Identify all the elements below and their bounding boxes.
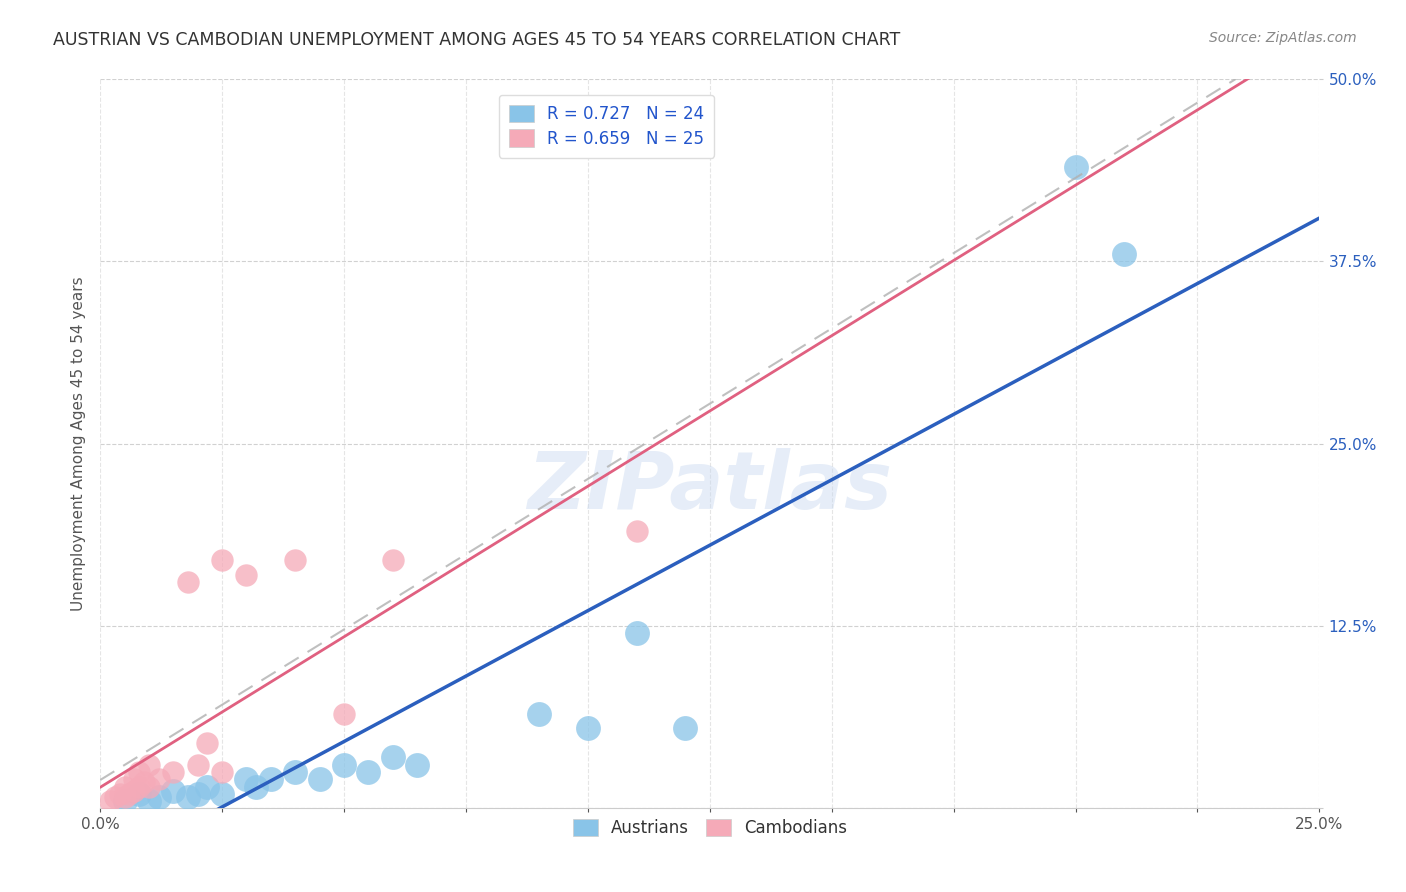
Point <box>138 794 160 808</box>
Point <box>406 757 429 772</box>
Point <box>673 721 696 735</box>
Point <box>333 706 356 721</box>
Point <box>211 787 233 801</box>
Point <box>235 772 257 787</box>
Point <box>138 780 160 794</box>
Point <box>308 772 330 787</box>
Point <box>114 780 136 794</box>
Point <box>197 736 219 750</box>
Point <box>211 764 233 779</box>
Point <box>108 787 131 801</box>
Text: AUSTRIAN VS CAMBODIAN UNEMPLOYMENT AMONG AGES 45 TO 54 YEARS CORRELATION CHART: AUSTRIAN VS CAMBODIAN UNEMPLOYMENT AMONG… <box>53 31 901 49</box>
Point <box>162 784 184 798</box>
Y-axis label: Unemployment Among Ages 45 to 54 years: Unemployment Among Ages 45 to 54 years <box>72 277 86 611</box>
Point <box>381 750 404 764</box>
Point <box>187 787 209 801</box>
Point <box>333 757 356 772</box>
Point <box>128 787 150 801</box>
Point <box>148 772 170 787</box>
Point <box>104 789 127 804</box>
Point <box>197 780 219 794</box>
Point <box>381 553 404 567</box>
Point <box>132 775 155 789</box>
Point <box>114 789 136 804</box>
Point <box>626 626 648 640</box>
Point <box>357 764 380 779</box>
Point <box>162 764 184 779</box>
Point <box>211 553 233 567</box>
Point <box>122 784 145 798</box>
Point <box>1114 247 1136 261</box>
Text: Source: ZipAtlas.com: Source: ZipAtlas.com <box>1209 31 1357 45</box>
Point <box>284 553 307 567</box>
Point <box>98 794 121 808</box>
Point <box>128 780 150 794</box>
Text: ZIPatlas: ZIPatlas <box>527 449 893 526</box>
Point <box>527 706 550 721</box>
Point <box>177 789 200 804</box>
Point <box>187 757 209 772</box>
Point <box>122 772 145 787</box>
Point <box>260 772 283 787</box>
Point <box>148 789 170 804</box>
Point <box>1064 160 1087 174</box>
Point <box>118 787 141 801</box>
Point <box>128 764 150 779</box>
Point <box>235 568 257 582</box>
Point <box>245 780 267 794</box>
Point <box>138 757 160 772</box>
Point <box>177 575 200 590</box>
Legend: Austrians, Cambodians: Austrians, Cambodians <box>567 813 853 844</box>
Point <box>284 764 307 779</box>
Point <box>114 794 136 808</box>
Point <box>576 721 599 735</box>
Point <box>626 524 648 539</box>
